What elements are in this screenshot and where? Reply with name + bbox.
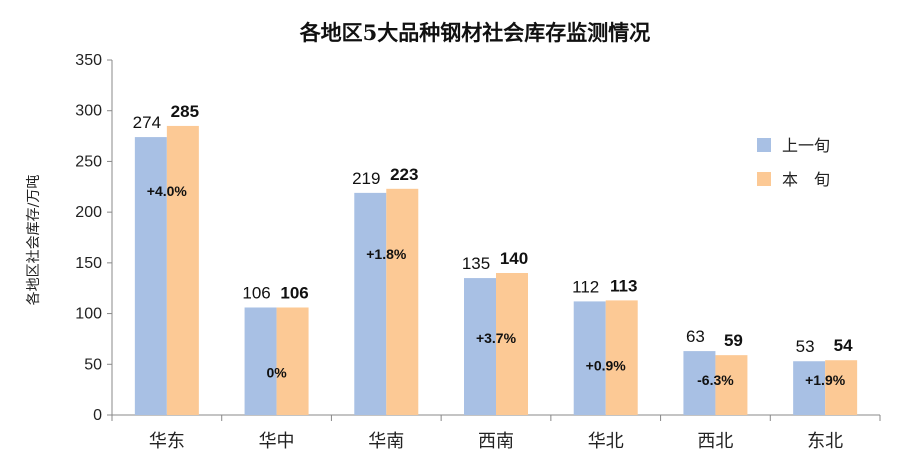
- y-tick-label: 150: [75, 255, 102, 272]
- change-label: +3.7%: [476, 330, 517, 346]
- y-axis-label: 各地区社会库存/万吨: [26, 175, 42, 306]
- data-label-current: 59: [724, 331, 743, 350]
- bar-current: [386, 188, 419, 415]
- data-label-previous: 63: [686, 327, 705, 346]
- bar-current: [496, 273, 528, 415]
- legend-label: 上一旬: [782, 136, 830, 155]
- legend-label: 本 旬: [782, 170, 830, 189]
- change-label: +1.9%: [805, 372, 846, 388]
- change-label: -6.3%: [697, 372, 734, 388]
- x-category-label: 华东: [149, 431, 185, 452]
- legend-swatch: [757, 138, 771, 152]
- bar-previous: [464, 278, 496, 415]
- x-category-label: 华南: [368, 431, 404, 452]
- bars: [134, 125, 858, 416]
- y-tick-label: 100: [75, 306, 102, 323]
- y-tick-label: 300: [75, 103, 102, 120]
- bar-current: [166, 125, 199, 415]
- bar-current: [715, 355, 748, 415]
- data-label-current: 140: [500, 249, 528, 268]
- data-label-current: 285: [171, 102, 199, 121]
- y-tick-label: 50: [84, 356, 102, 373]
- bar-previous: [793, 361, 826, 415]
- x-category-label: 华中: [259, 431, 295, 452]
- bar-current: [276, 307, 309, 415]
- change-label: +4.0%: [147, 183, 188, 199]
- x-axis: 华东 华中 华南 西南 华北 西北 东北: [111, 414, 881, 452]
- y-axis: 0 50 100 150 200 250 300 350: [75, 52, 113, 424]
- bar-current: [605, 300, 638, 415]
- change-label: +1.8%: [366, 246, 407, 262]
- chart-title: 各地区5大品种钢材社会库存监测情况: [299, 20, 651, 45]
- x-category-label: 东北: [807, 431, 843, 452]
- x-category-label: 西南: [478, 431, 514, 452]
- data-label-current: 223: [390, 165, 418, 184]
- bar-current: [825, 360, 858, 415]
- bar-previous: [134, 137, 167, 416]
- legend-swatch: [757, 172, 771, 186]
- data-label-current: 106: [280, 283, 308, 302]
- bar-previous: [683, 351, 716, 415]
- data-label-previous: 106: [242, 283, 270, 302]
- y-tick-label: 350: [75, 52, 102, 69]
- bar-previous: [573, 301, 606, 415]
- data-labels: 274 285 +4.0% 106 106 0% 219 223 +1.8% 135 140 +3.7…: [133, 102, 853, 388]
- data-label-previous: 135: [462, 254, 490, 273]
- x-category-label: 西北: [697, 431, 733, 452]
- y-tick-label: 250: [75, 153, 102, 170]
- bar-previous: [354, 192, 387, 415]
- y-tick-label: 200: [75, 204, 102, 221]
- data-label-current: 54: [834, 336, 853, 355]
- data-label-previous: 112: [572, 277, 599, 296]
- bar-previous: [244, 307, 277, 415]
- y-tick-label: 0: [93, 407, 102, 424]
- change-label: 0%: [266, 364, 287, 380]
- data-label-previous: 219: [352, 169, 380, 188]
- data-label-current: 113: [610, 276, 637, 295]
- x-category-label: 华北: [588, 431, 624, 452]
- data-label-previous: 53: [796, 337, 815, 356]
- change-label: +0.9%: [586, 357, 627, 373]
- data-label-previous: 274: [133, 113, 161, 132]
